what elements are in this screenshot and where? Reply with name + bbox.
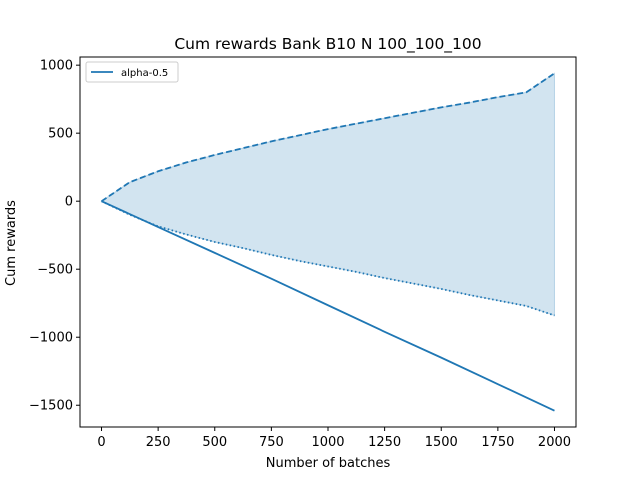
- x-tick-label: 1000: [311, 435, 344, 450]
- x-tick-label: 1500: [425, 435, 458, 450]
- band-lower-line: [101, 200, 555, 317]
- chart-title: Cum rewards Bank B10 N 100_100_100: [174, 35, 481, 54]
- x-tick-label: 750: [259, 435, 284, 450]
- x-tick-label: 1750: [481, 435, 514, 450]
- y-tick-label: −500: [37, 263, 73, 278]
- legend-box: [85, 61, 179, 83]
- y-tick-label: 500: [48, 127, 73, 142]
- plot-area: [100, 72, 555, 412]
- x-tick-label: 2000: [538, 435, 571, 450]
- x-tick-label: 1250: [368, 435, 401, 450]
- y-tick-label: 1000: [40, 59, 73, 74]
- y-axis-title: Cum rewards: [4, 200, 19, 286]
- series-line-0: [101, 200, 555, 412]
- band-upper-line: [101, 72, 555, 202]
- y-tick-label: −1500: [29, 399, 73, 414]
- x-tick-label: 0: [97, 435, 105, 450]
- legend-label: alpha-0.5: [121, 68, 168, 79]
- legend: alpha-0.5: [85, 61, 179, 83]
- axes: 0 250 500 750 1000 1250 1500 1750 2000 −1500 −1000…: [29, 56, 577, 450]
- x-tick-label: 250: [146, 435, 171, 450]
- y-tick-label: −1000: [29, 331, 73, 346]
- x-axis-title: Number of batches: [266, 456, 391, 471]
- y-tick-label: 0: [65, 195, 73, 210]
- x-tick-label: 500: [202, 435, 227, 450]
